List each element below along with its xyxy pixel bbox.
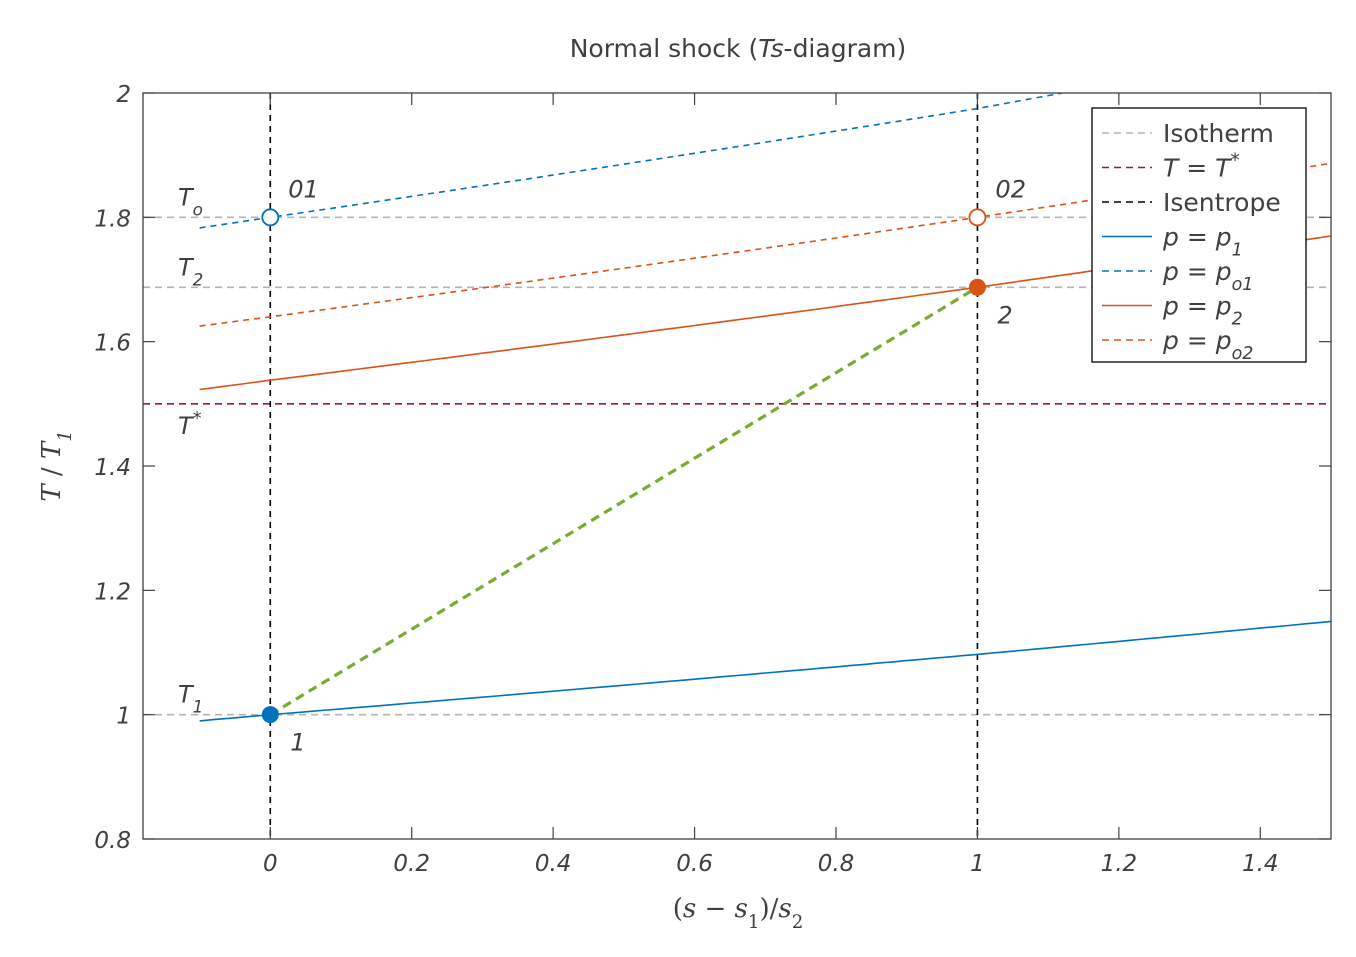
x-tick-label: 1.2: [1101, 851, 1138, 877]
state-point-label-02: 02: [995, 175, 1026, 203]
x-tick-label: 0.2: [393, 851, 430, 877]
annotations: 1 2 01 02 T1 T2 To T*: [178, 175, 1026, 756]
isotherm-label-To: To: [178, 183, 203, 219]
state-point-02: [968, 208, 987, 227]
series-line-p-po1: [199, 93, 1063, 229]
isotherm-label-T2: T2: [178, 253, 203, 289]
x-tick-label: 0.4: [535, 851, 572, 877]
legend-label: T = T*: [1163, 150, 1240, 183]
state-point-1: [261, 706, 279, 724]
legend-label: p = po1: [1162, 257, 1253, 295]
x-tick-label: 0: [263, 851, 278, 877]
y-tick-label: 0.8: [94, 828, 131, 854]
legend-label: p = po2: [1162, 326, 1253, 364]
axis-ticks: 0 0.2 0.4 0.6 0.8 1 1.2 1.4 0.8 1 1.2 1.4 1.6 1.8 2: [94, 82, 1331, 877]
legend-label: p = p2: [1162, 292, 1243, 330]
shock-path-line: [269, 285, 979, 717]
legend-box: [1091, 107, 1307, 363]
y-tick-label: 1: [116, 704, 131, 730]
legend-label: p = p1: [1162, 223, 1243, 261]
y-tick-label: 1.8: [94, 206, 131, 232]
chart-title: Normal shock (Ts-diagram): [570, 34, 907, 63]
x-tick-label: 0.8: [818, 851, 855, 877]
isotherm-label-T1: T1: [178, 681, 203, 717]
series-line-p-p1: [199, 620, 1331, 722]
x-tick-label: 1: [970, 851, 985, 877]
x-axis-label: (s − s1)/s2: [673, 894, 804, 933]
y-tick-label: 2: [116, 82, 131, 108]
legend-label: Isentrope: [1163, 188, 1281, 217]
y-tick-label: 1.2: [94, 579, 131, 605]
y-axis-label: T / T1: [37, 430, 76, 502]
state-point-label-01: 01: [288, 175, 319, 203]
tstar-label: T*: [178, 407, 202, 440]
state-point-2: [968, 278, 986, 296]
y-tick-label: 1.6: [94, 331, 131, 357]
legend-label: Isotherm: [1163, 119, 1274, 148]
x-tick-label: 1.4: [1242, 851, 1279, 877]
series-line-p-po2: [199, 162, 1331, 327]
y-tick-label: 1.4: [94, 455, 131, 481]
x-tick-label: 0.6: [676, 851, 713, 877]
state-point-label-1: 1: [290, 729, 305, 757]
state-point-01: [261, 208, 280, 227]
data-layer: [143, 93, 1331, 839]
state-point-label-2: 2: [997, 301, 1012, 329]
